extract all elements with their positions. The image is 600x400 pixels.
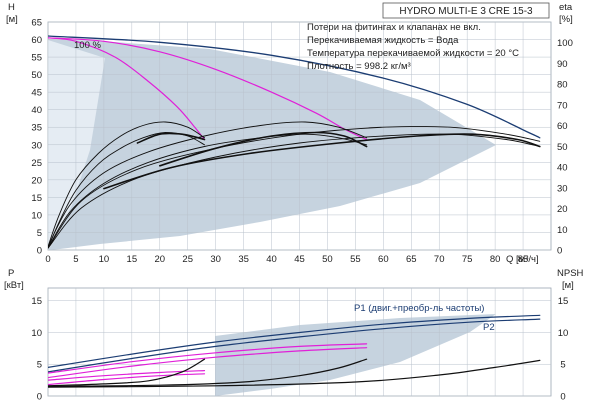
x-tick-label: 55 — [350, 254, 361, 265]
top-curve-11 — [103, 133, 541, 190]
eta-tick-label: 90 — [557, 59, 568, 70]
x-tick-label: 25 — [182, 254, 193, 265]
bottom-curve-4 — [48, 343, 368, 374]
top-curve-0 — [48, 35, 541, 139]
note-line-3: Температура перекачиваемой жидкости = 20… — [307, 48, 519, 59]
x-tick-label: 45 — [294, 254, 305, 265]
top-curves — [48, 35, 541, 249]
note-line-2: Перекачиваемая жидкость = Вода — [307, 35, 459, 46]
bottom-curve-6 — [48, 358, 206, 387]
y-tick-label: 65 — [31, 18, 42, 29]
x-tick-label: 65 — [406, 254, 417, 265]
y-tick-label: 5 — [37, 228, 42, 239]
y-tick-label: 60 — [31, 35, 42, 46]
eta-tick-label: 60 — [557, 121, 568, 132]
y-tick-label: 30 — [31, 140, 42, 151]
top-left-axis-label: H — [8, 2, 15, 13]
y-tick-label: 40 — [31, 105, 42, 116]
p-tick-label: 0 — [37, 392, 42, 400]
p-tick-label: 15 — [31, 296, 42, 307]
speed-label: 100 % — [74, 40, 101, 51]
top-right-axis-unit: [%] — [559, 14, 573, 25]
bottom-curve-2 — [48, 370, 206, 381]
p2-label: P2 — [483, 322, 495, 333]
tick-labels: 0 5 10 15 20 25 30 35 40 45 50 55 60 65 70 75 80 85051015… — [31, 18, 572, 400]
eta-tick-label: 50 — [557, 142, 568, 153]
top-curve-1 — [48, 37, 206, 141]
npsh-tick-label: 15 — [558, 296, 569, 307]
x-tick-label: 85 — [518, 254, 529, 265]
eta-tick-label: 20 — [557, 204, 568, 215]
bottom-curve-1 — [48, 318, 541, 373]
top-curve-10 — [48, 133, 541, 249]
x-tick-label: 20 — [154, 254, 165, 265]
npsh-tick-label: 5 — [560, 360, 565, 371]
top-curve-7 — [48, 133, 368, 249]
top-right-axis-label: eta — [559, 2, 573, 13]
bottom-curve-3 — [48, 373, 206, 386]
x-tick-label: 0 — [45, 254, 50, 265]
eta-tick-label: 10 — [557, 225, 568, 236]
x-tick-label: 40 — [266, 254, 277, 265]
y-tick-label: 20 — [31, 175, 42, 186]
eta-tick-label: 0 — [557, 246, 562, 257]
y-tick-label: 50 — [31, 70, 42, 81]
bottom-curve-7 — [48, 358, 368, 388]
y-tick-label: 10 — [31, 210, 42, 221]
eta-tick-label: 70 — [557, 100, 568, 111]
bottom-curves — [48, 314, 541, 388]
eta-tick-label: 80 — [557, 80, 568, 91]
x-tick-label: 10 — [99, 254, 110, 265]
eta-tick-label: 40 — [557, 163, 568, 174]
x-tick-label: 15 — [127, 254, 138, 265]
x-tick-label: 70 — [434, 254, 445, 265]
y-tick-label: 35 — [31, 123, 42, 134]
x-tick-label: 50 — [322, 254, 333, 265]
x-tick-label: 80 — [490, 254, 501, 265]
note-line-4: Плотность = 998.2 кг/м³ — [307, 61, 411, 72]
x-tick-label: 60 — [378, 254, 389, 265]
y-tick-label: 55 — [31, 53, 42, 64]
y-tick-label: 45 — [31, 88, 42, 99]
bottom-right-axis-label: NPSH — [557, 268, 584, 279]
bottom-right-axis-unit: [м] — [562, 280, 574, 291]
x-tick-label: 30 — [210, 254, 221, 265]
y-tick-label: 0 — [37, 246, 42, 257]
x-axis-label: Q [м³/ч] — [506, 254, 539, 265]
bottom-curve-5 — [48, 347, 368, 379]
top-left-axis-unit: [м] — [6, 14, 18, 25]
chart-title: HYDRO MULTI-E 3 CRE 15-3 — [399, 6, 533, 17]
top-curve-5 — [136, 132, 206, 144]
p-tick-label: 5 — [37, 360, 42, 371]
npsh-tick-label: 0 — [560, 392, 565, 400]
top-curve-6 — [48, 121, 368, 247]
p-tick-label: 10 — [31, 328, 42, 339]
y-tick-label: 15 — [31, 193, 42, 204]
eta-tick-label: 30 — [557, 183, 568, 194]
top-curve-9 — [48, 125, 541, 249]
x-tick-label: 5 — [73, 254, 78, 265]
npsh-tick-label: 10 — [558, 328, 569, 339]
bottom-left-axis-unit: [кВт] — [4, 280, 24, 291]
bottom-curve-0 — [48, 314, 541, 368]
x-tick-label: 35 — [238, 254, 249, 265]
top-curve-3 — [48, 121, 205, 247]
y-tick-label: 25 — [31, 158, 42, 169]
bottom-left-axis-label: P — [8, 268, 14, 279]
eta-tick-label: 100 — [557, 38, 573, 49]
p1-label: P1 (двиг.+преобр-ль частоты) — [354, 303, 484, 314]
x-tick-label: 75 — [462, 254, 473, 265]
title-box — [382, 2, 550, 19]
note-line-1: Потери на фитингах и клапанах не вкл. — [307, 22, 481, 33]
bottom-curve-8 — [48, 359, 541, 388]
